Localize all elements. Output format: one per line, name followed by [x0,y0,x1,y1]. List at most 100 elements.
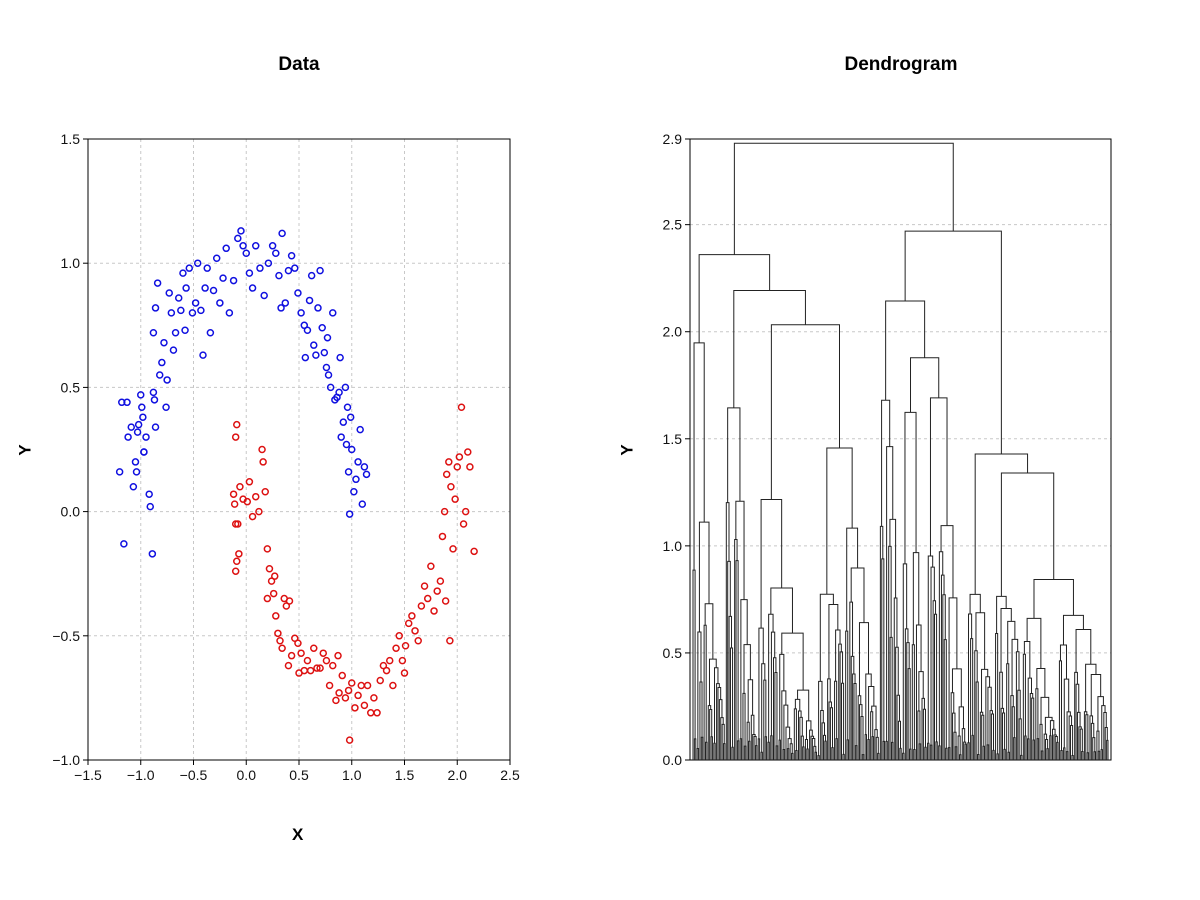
cluster-1-point [148,550,157,558]
cluster-2-point [243,497,252,506]
cluster-1-point [162,403,170,412]
dendrogram-link [1013,737,1016,760]
cluster-2-point [440,507,449,516]
cluster-2-point [231,567,240,575]
cluster-2-point [234,520,242,528]
cluster-1-point [209,286,218,295]
cluster-1-point [337,433,345,441]
dendrogram-link [1006,663,1010,760]
cluster-2-point [322,656,331,665]
dendrogram-link [947,747,951,760]
y-tick-label: 0.0 [61,504,81,520]
cluster-1-point [158,358,166,367]
cluster-1-point [352,475,360,484]
dendrogram-link [1007,751,1010,760]
dendrogram-link [698,521,710,633]
dendrogram-link [817,755,820,760]
dendrogram-link [708,658,717,706]
cluster-2-point [401,641,410,650]
cluster-2-point [263,594,272,603]
cluster-2-point [400,669,409,677]
dendrogram-link [814,751,818,760]
cluster-1-point [167,309,176,317]
dendrogram-link [867,738,870,760]
dendrogram-link [835,738,838,760]
dendrogram-link [767,741,770,760]
cluster-2-point [334,651,342,660]
dendrogram-link [1056,741,1059,760]
cluster-1-point [297,309,305,317]
dendrogram-link [770,735,773,760]
dendrogram-link [819,593,834,682]
cluster-1-point [320,348,329,357]
cluster-2-point [441,597,450,605]
cluster-1-point [314,304,322,312]
dendrogram-link [969,593,981,615]
cluster-2-point [236,483,244,491]
dendrogram-link [1032,739,1035,760]
cluster-1-point [145,490,153,498]
dendrogram-link [968,613,973,743]
cluster-2-point [285,597,294,605]
cluster-2-point [235,550,243,558]
dendrogram-link [1063,678,1070,748]
dendrogram-link [729,647,734,760]
cluster-1-point [303,326,312,335]
cluster-2-point [348,679,356,687]
cluster-1-point [345,510,354,518]
dendrogram-link [1000,472,1055,597]
cluster-2-point [423,594,432,603]
cluster-2-point [294,639,302,648]
dendrogram-link [1049,735,1052,760]
dendrogram-link [733,142,954,255]
dendrogram-link [958,754,962,760]
cluster-1-point [177,306,185,315]
cluster-2-point [258,445,266,454]
cluster-1-point [163,376,171,384]
dendrogram-link [986,744,990,760]
cluster-1-point [343,403,352,412]
cluster-1-point [138,403,146,412]
dendrogram-link [703,624,707,760]
dendrogram-link [982,745,985,760]
cluster-1-point [275,271,283,280]
dendrogram-link [791,752,794,760]
cluster-1-point [336,353,344,362]
cluster-2-point [284,661,293,670]
x-tick-label: 1.5 [395,767,415,783]
cluster-2-point [470,547,478,556]
dendrogram-link [723,743,726,760]
dendrogram-link [927,555,934,744]
dendrogram-link [710,736,713,760]
dendrogram-link [1086,752,1090,760]
cluster-1-point [322,363,331,372]
dendrogram-link [697,631,702,749]
dendrogram-link [871,736,874,760]
cluster-2-point [417,602,426,610]
cluster-1-point [151,423,160,431]
dendrogram-link [835,629,841,682]
cluster-1-point [342,440,351,449]
cluster-2-point [329,661,337,670]
dendrogram-link [806,748,809,760]
cluster-2-point [245,478,254,486]
dendrogram-link [890,741,894,760]
cluster-2-point [455,453,464,461]
cluster-2-point [316,664,324,672]
cluster-1-point [225,309,234,317]
dendrogram-chart: 0.0 0.5 1.0 1.5 2.0 2.5 2.9 [663,131,1112,768]
dendrogram-link [760,498,783,629]
y-tick-label: −0.5 [52,628,80,644]
dendrogram-link [768,613,774,743]
dendrogram-link [918,671,924,711]
cluster-2-point [376,676,384,685]
dendrogram-link [911,644,915,760]
cluster-2-point [461,507,470,516]
y-tick-label: 1.0 [61,255,81,271]
cluster-2-point [408,612,416,620]
dendrogram-link [918,743,922,760]
cluster-1-point [278,229,286,238]
cluster-2-point [295,669,303,677]
dendrogram-link [1081,751,1084,760]
cluster-2-point [385,656,394,665]
